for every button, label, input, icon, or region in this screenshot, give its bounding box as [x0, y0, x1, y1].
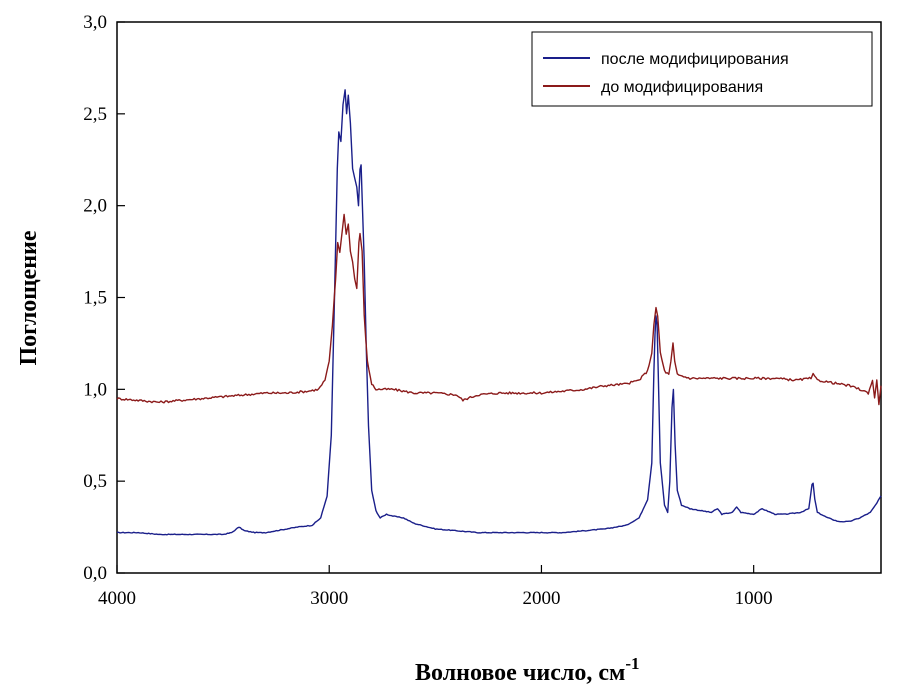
legend-box — [531, 31, 873, 107]
y-tick-label-3: 1,5 — [83, 288, 107, 309]
legend-label-series-0: после модифицирования — [601, 51, 789, 68]
y-tick-label-4: 2,0 — [83, 196, 107, 217]
y-axis-ticks: 0,0 0,5 1,0 1,5 2,0 2,5 3,0 — [83, 12, 125, 584]
series-layer — [116, 89, 882, 536]
series-line-1 — [116, 213, 882, 406]
x-axis-title: Волновое число, см-1 — [415, 654, 640, 686]
y-tick-label-5: 2,5 — [83, 104, 107, 125]
x-tick-label-0: 4000 — [98, 588, 136, 609]
y-tick-label-1: 0,5 — [83, 471, 107, 492]
y-tick-label-0: 0,0 — [83, 563, 107, 584]
x-tick-label-2: 2000 — [522, 588, 560, 609]
y-tick-label-6: 3,0 — [83, 12, 107, 33]
series-line-0 — [117, 89, 882, 536]
x-axis-ticks: 4000 3000 2000 1000 — [98, 565, 773, 609]
x-axis-title-superscript: -1 — [625, 654, 639, 673]
x-tick-label-3: 1000 — [735, 588, 773, 609]
legend: после модифицирования до модифицирования — [531, 31, 873, 107]
y-axis-title: Поглощение — [16, 230, 42, 365]
y-tick-label-2: 1,0 — [83, 379, 107, 400]
x-axis-title-text: Волновое число, см — [415, 660, 625, 686]
legend-label-series-1: до модифицирования — [601, 79, 763, 96]
x-tick-label-1: 3000 — [310, 588, 348, 609]
